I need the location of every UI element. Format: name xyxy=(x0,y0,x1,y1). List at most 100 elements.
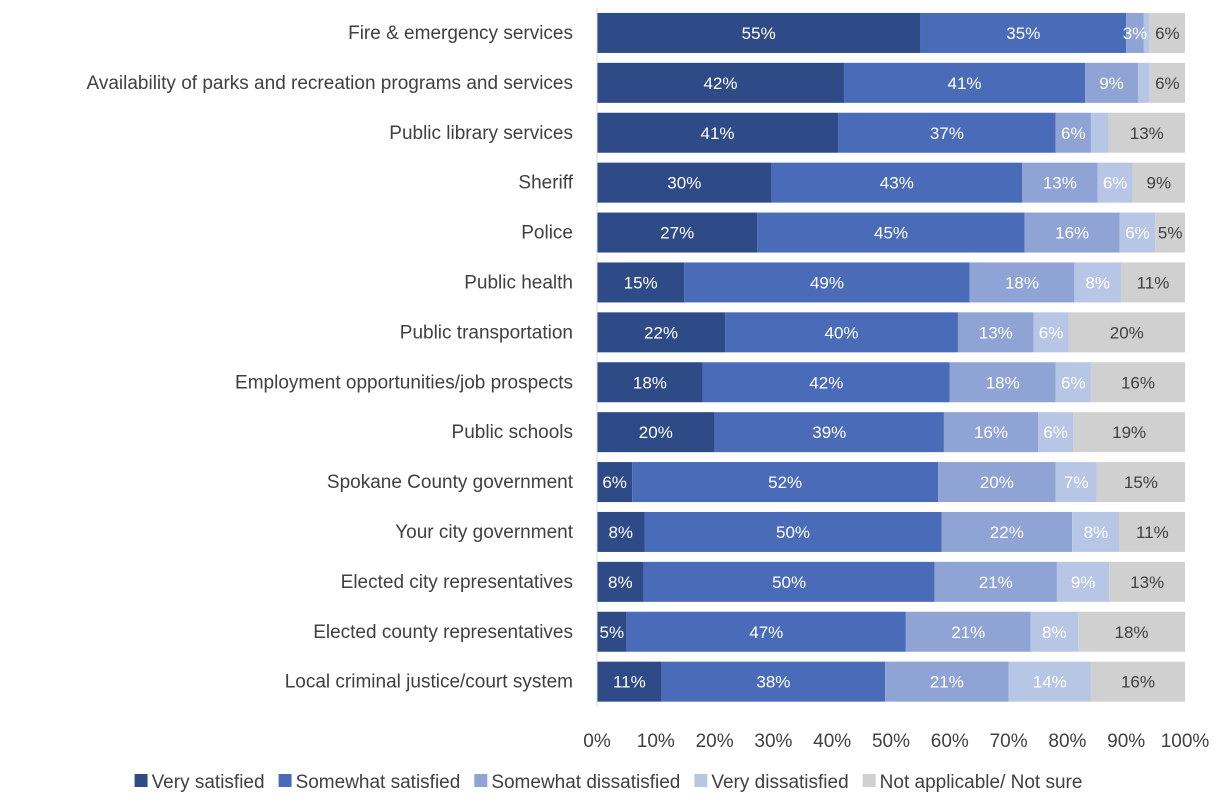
bar-segment xyxy=(1078,611,1185,652)
bar-segment xyxy=(1119,212,1156,253)
bar-segment xyxy=(597,62,844,103)
data-label: 50% xyxy=(772,573,806,592)
bar-segment xyxy=(905,611,1031,652)
bar-segment xyxy=(597,312,726,353)
bar-segment xyxy=(943,412,1038,453)
data-label: 43% xyxy=(880,174,914,193)
bar-segment xyxy=(1143,12,1150,53)
data-label: 8% xyxy=(1042,623,1067,642)
category-label: Local criminal justice/court system xyxy=(285,672,573,693)
bar-segment xyxy=(1109,561,1185,602)
x-tick-label: 100% xyxy=(1161,731,1210,752)
bar-segment xyxy=(597,462,633,503)
bar-segment xyxy=(1108,112,1185,153)
legend-item: Somewhat satisfied xyxy=(278,772,461,793)
data-label: 6% xyxy=(1125,224,1150,243)
bar-segment xyxy=(1072,511,1120,552)
category-label: Elected city representatives xyxy=(341,572,573,593)
bar-segment xyxy=(1055,362,1091,403)
data-label: 6% xyxy=(1103,174,1128,193)
data-label: 20% xyxy=(639,423,673,442)
data-label: 22% xyxy=(644,323,678,342)
legend-swatch xyxy=(134,774,148,787)
data-label: 6% xyxy=(1043,423,1068,442)
legend-swatch xyxy=(862,774,876,787)
bar-segment xyxy=(843,62,1086,103)
data-label: 13% xyxy=(1130,573,1164,592)
data-label: 18% xyxy=(1115,623,1149,642)
bar-segment xyxy=(597,12,921,53)
category-label: Elected county representatives xyxy=(313,622,573,643)
data-labels-layer: 55% 35% 3% 6% 42% 41% 9% 6% 41% 37% 6% 13% 30% 43% 13%… xyxy=(600,24,1183,692)
bar-segment xyxy=(1024,212,1120,253)
data-label: 6% xyxy=(1155,74,1180,93)
bar-segment xyxy=(1056,561,1110,602)
data-label: 27% xyxy=(660,224,694,243)
x-axis: 0% 10% 20% 30% 40% 50% 60% 70% 80% 90% 100% xyxy=(583,8,1209,752)
bar-segment xyxy=(1132,162,1185,203)
bar-segment xyxy=(597,412,715,453)
category-label: Availability of parks and recreation pro… xyxy=(87,73,574,94)
data-label: 18% xyxy=(986,373,1020,392)
category-label: Your city government xyxy=(395,522,574,543)
data-label: 22% xyxy=(990,523,1024,542)
legend-swatch xyxy=(474,774,488,787)
x-tick-label: 20% xyxy=(696,731,734,752)
data-label: 6% xyxy=(1155,24,1180,43)
data-label: 41% xyxy=(701,124,735,143)
data-label: 52% xyxy=(768,473,802,492)
data-label: 21% xyxy=(930,673,964,692)
bar-segment xyxy=(885,661,1009,702)
bar-segment xyxy=(1090,362,1185,403)
bar-segment xyxy=(1038,412,1074,453)
x-tick-label: 10% xyxy=(637,731,675,752)
data-label: 9% xyxy=(1071,573,1096,592)
bar-segment xyxy=(1055,112,1091,153)
data-label: 6% xyxy=(1061,373,1086,392)
bar-segment xyxy=(1085,62,1138,103)
data-label: 8% xyxy=(608,523,633,542)
bars-layer xyxy=(597,12,1185,702)
bar-segment xyxy=(1068,312,1185,353)
legend-label: Somewhat satisfied xyxy=(296,772,461,793)
category-label: Employment opportunities/job prospects xyxy=(235,372,573,393)
bar-segment xyxy=(920,12,1127,53)
bar-segment xyxy=(597,362,703,403)
bar-segment xyxy=(597,511,645,552)
data-label: 9% xyxy=(1147,174,1172,193)
bar-segment xyxy=(1074,262,1121,303)
bar-segment xyxy=(632,462,939,503)
bar-segment xyxy=(644,511,942,552)
bar-segment xyxy=(1073,412,1185,453)
bar-segment xyxy=(934,561,1057,602)
data-label: 38% xyxy=(756,673,790,692)
data-label: 11% xyxy=(613,673,646,692)
x-tick-label: 90% xyxy=(1107,731,1145,752)
bar-segment xyxy=(1137,62,1150,103)
data-label: 18% xyxy=(1005,273,1039,292)
category-label: Public schools xyxy=(452,422,573,443)
legend-swatch xyxy=(694,774,708,787)
data-label: 14% xyxy=(1033,673,1067,692)
bar-segment xyxy=(1033,312,1069,353)
bar-segment xyxy=(597,112,839,153)
data-label: 9% xyxy=(1099,74,1124,93)
category-label: Public health xyxy=(464,272,573,293)
bar-segment xyxy=(597,262,685,303)
data-label: 41% xyxy=(947,74,981,93)
bar-segment xyxy=(1090,661,1185,702)
legend-item: Somewhat dissatisfied xyxy=(474,772,680,793)
bar-segment xyxy=(938,462,1056,503)
data-label: 50% xyxy=(776,523,810,542)
bar-segment xyxy=(969,262,1075,303)
data-label: 49% xyxy=(810,273,844,292)
data-label: 45% xyxy=(874,224,908,243)
category-label: Public library services xyxy=(389,123,573,144)
data-label: 47% xyxy=(749,623,783,642)
data-label: 40% xyxy=(824,323,858,342)
data-label: 16% xyxy=(1055,224,1089,243)
data-label: 11% xyxy=(1137,273,1170,292)
x-tick-label: 0% xyxy=(583,731,611,752)
bar-segment xyxy=(1155,212,1185,253)
